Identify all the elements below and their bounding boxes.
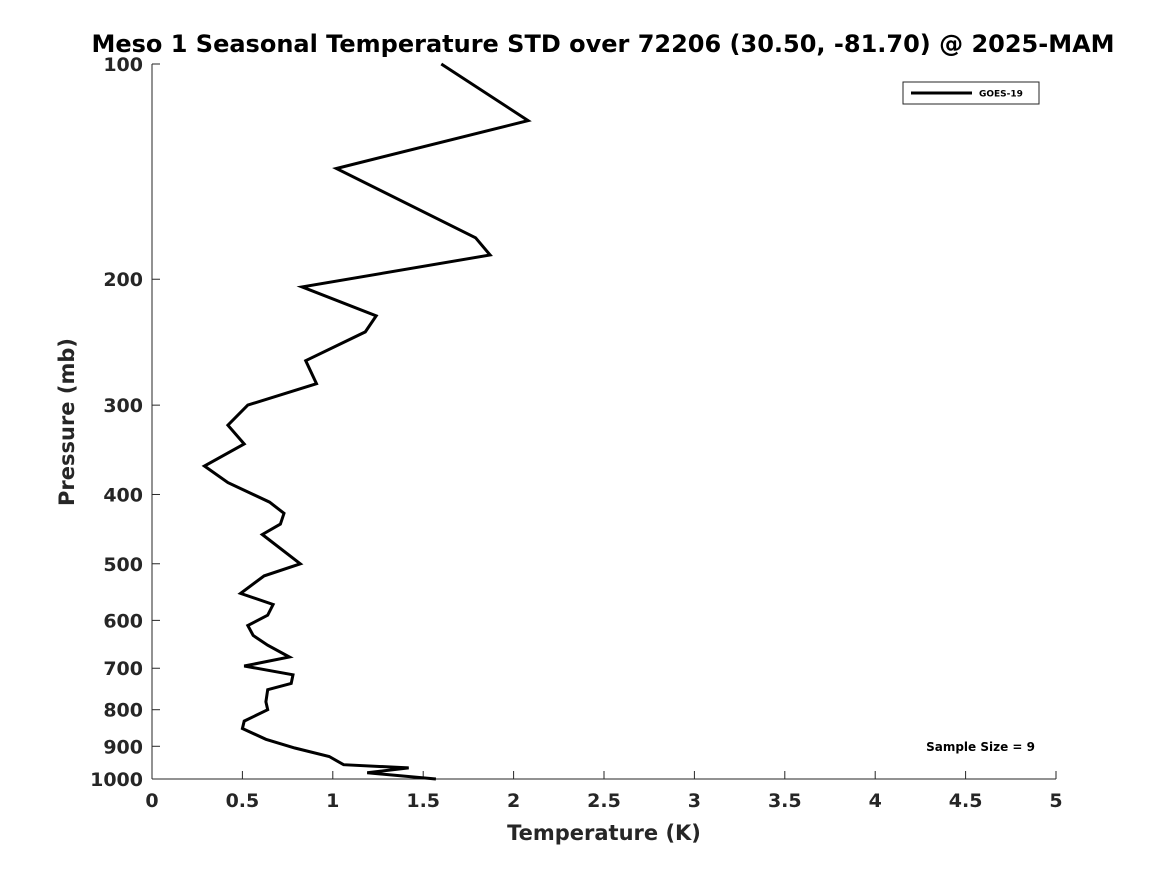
y-tick-label: 600 [103,610,143,632]
legend-label-goes-19: GOES-19 [979,90,1023,100]
y-ticks: 100 200 300 400 500 600 700 800 900 1000 [90,54,160,791]
y-tick-label: 700 [103,658,143,680]
series-layer [201,62,532,781]
y-tick-label: 100 [103,54,143,76]
x-axis-label: Temperature (K) [507,821,701,845]
x-tick-label: 3.5 [768,790,802,812]
x-tick-label: 0 [145,790,158,812]
x-tick-label: 1 [326,790,339,812]
legend: GOES-19 [902,81,1040,105]
x-tick-label: 5 [1049,790,1062,812]
x-tick-label: 1.5 [406,790,440,812]
y-tick-label: 200 [103,269,143,291]
y-tick-label: 500 [103,554,143,576]
x-ticks: 0 0.5 1 1.5 2 2.5 3 3.5 4 4.5 5 [145,771,1063,812]
x-tick-label: 2.5 [587,790,621,812]
series-line-goes-19 [201,62,532,781]
y-tick-label: 800 [103,700,143,722]
y-tick-label: 1000 [90,769,143,791]
sample-size-annotation: Sample Size = 9 [926,740,1035,754]
y-axis-label: Pressure (mb) [55,338,79,506]
x-tick-label: 4.5 [949,790,983,812]
x-tick-label: 0.5 [226,790,260,812]
chart-title: Meso 1 Seasonal Temperature STD over 722… [91,30,1114,58]
y-tick-label: 400 [103,484,143,506]
y-tick-label: 300 [103,395,143,417]
x-tick-label: 3 [688,790,701,812]
x-tick-label: 4 [869,790,882,812]
y-tick-label: 900 [103,736,143,758]
plot-area: 0 0.5 1 1.5 2 2.5 3 3.5 4 4.5 5 100 200 300 400 500 600… [90,54,1063,812]
x-tick-label: 2 [507,790,520,812]
